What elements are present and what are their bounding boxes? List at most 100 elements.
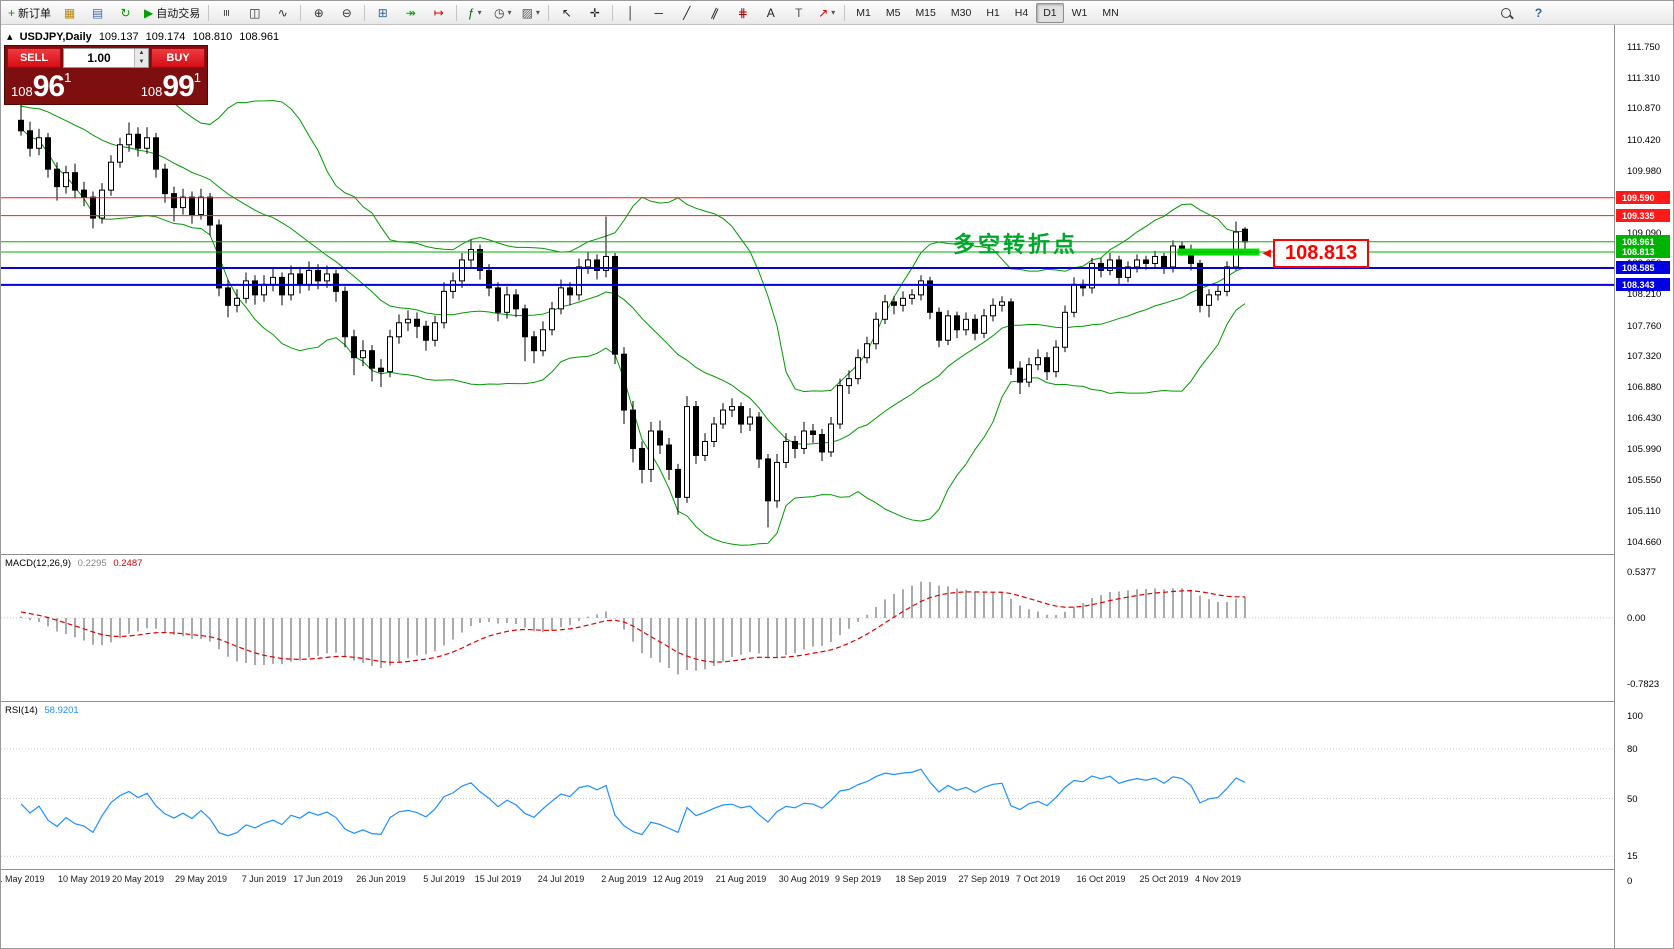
date-label: 7 Jun 2019 xyxy=(241,874,287,884)
price-callout-108813[interactable]: ◀ 108.813 xyxy=(1263,239,1370,268)
indicators-icon: ƒ xyxy=(467,5,475,20)
text-icon: A xyxy=(766,5,775,20)
text-label-icon: T xyxy=(795,5,803,20)
volume-value[interactable]: 1.00 xyxy=(87,51,111,65)
price-axis-label: 110.420 xyxy=(1627,134,1661,146)
cursor-button[interactable]: ↖ xyxy=(553,2,580,24)
rsi-panel-canvas[interactable] xyxy=(1,702,1614,869)
bar-chart-button[interactable]: ≡ xyxy=(213,2,240,24)
vertical-line-button[interactable]: │ xyxy=(617,2,644,24)
candlestick-button[interactable]: ◫ xyxy=(241,2,268,24)
timeframe-m15[interactable]: M15 xyxy=(915,6,936,19)
date-label: 27 Sep 2019 xyxy=(958,874,1010,884)
line-chart-button[interactable]: ∿ xyxy=(269,2,296,24)
chart-shift-button[interactable]: ↦ xyxy=(425,2,452,24)
horizontal-line-button[interactable]: ─ xyxy=(645,2,672,24)
turning-point-annotation[interactable]: 多空转折点 xyxy=(953,232,1079,257)
price-scale[interactable]: 111.750 111.310 110.870 110.420 109.980 109.5… xyxy=(1614,25,1673,948)
volume-down-button[interactable]: ▼ xyxy=(135,58,148,67)
crosshair-button[interactable]: ✛ xyxy=(581,2,608,24)
tile-windows-button[interactable]: ⊞ xyxy=(369,2,396,24)
timeframe-m5[interactable]: M5 xyxy=(885,6,901,19)
refresh-button[interactable]: ↻ xyxy=(112,2,139,24)
text-button[interactable]: A xyxy=(757,2,784,24)
timeframe-group: M1 M5 M15 M30 H1 H4 D1 W1 MN xyxy=(849,2,1125,23)
buy-button[interactable]: BUY xyxy=(151,48,205,68)
candlestick-icon: ◫ xyxy=(249,5,261,20)
rsi-axis-label: 50 xyxy=(1627,793,1638,805)
expand-triangle-icon[interactable]: ▴ xyxy=(7,31,13,43)
timeframe-h4[interactable]: H4 xyxy=(1014,6,1029,19)
periods-button[interactable]: ◷ ▾ xyxy=(489,2,516,24)
date-label: 18 Sep 2019 xyxy=(895,874,947,884)
trendline-button[interactable]: ╱ xyxy=(673,2,700,24)
new-order-button-label: 新订单 xyxy=(18,7,52,20)
new-order-button[interactable]: + 新订单 xyxy=(4,2,55,24)
symbol-period-label: USDJPY,Daily xyxy=(19,31,92,43)
macd-panel-canvas[interactable] xyxy=(1,555,1614,701)
timeframe-w1[interactable]: W1 xyxy=(1071,6,1088,19)
ask-pips: 99 xyxy=(162,70,194,103)
toolbar-separator xyxy=(456,4,458,21)
macd-signal-value: 0.2487 xyxy=(113,558,143,569)
bollinger-lower-band[interactable] xyxy=(20,128,1246,546)
price-axis-label: 111.750 xyxy=(1627,42,1660,53)
volume-up-button[interactable]: ▲ xyxy=(135,49,148,58)
fibonacci-icon: ⋕ xyxy=(737,5,748,20)
main-chart-canvas[interactable] xyxy=(1,25,1614,554)
panel-separator[interactable] xyxy=(1,701,1673,702)
help-button[interactable]: ? xyxy=(1525,2,1552,24)
macd-axis-label: 0.00 xyxy=(1627,613,1646,624)
sell-button[interactable]: SELL xyxy=(7,48,61,68)
macd-axis-label: -0.7823 xyxy=(1627,679,1660,691)
channel-button[interactable]: ∥ xyxy=(701,2,728,24)
date-axis[interactable]: 1 May 2019 10 May 2019 20 May 2019 29 May 2… xyxy=(1,870,1614,896)
toolbar-separator xyxy=(300,4,302,21)
dropdown-arrow-icon: ▾ xyxy=(507,8,512,17)
date-label: 21 Aug 2019 xyxy=(715,874,767,884)
ask-price: 108991 xyxy=(140,70,201,103)
text-label-button[interactable]: T xyxy=(785,2,812,24)
rsi-axis-label: 15 xyxy=(1627,851,1638,863)
toolbar: + 新订单 ▦ ▤ ↻ ▶ 自动交易 ≡ ◫ ∿ ⊕ ⊖ ⊞ ↠ ↦ ƒ ▾ ◷ ▾ ▨ ▾ ↖ ✛ │ ─ ╱ ∥ ⋕ A T ↗ ▾ M1 M… xyxy=(1,1,1673,25)
timeframe-h1[interactable]: H1 xyxy=(986,6,1000,19)
ask-big-figure: 108 xyxy=(140,84,163,99)
price-axis-label: 105.990 xyxy=(1627,444,1662,456)
ask-pipette: 1 xyxy=(193,70,201,85)
templates-button[interactable]: ▨ ▾ xyxy=(517,2,544,24)
timeframe-mn[interactable]: MN xyxy=(1102,6,1119,19)
arrows-button[interactable]: ↗ ▾ xyxy=(813,2,840,24)
callout-arrow-icon: ◀ xyxy=(1263,248,1271,259)
fibonacci-button[interactable]: ⋕ xyxy=(729,2,756,24)
search-button[interactable] xyxy=(1492,2,1519,24)
macd-main-value: 0.2295 xyxy=(77,558,107,569)
macd-axis-label: 0.5377 xyxy=(1627,567,1657,579)
indicators-button[interactable]: ƒ ▾ xyxy=(461,2,488,24)
arrow-icon: ↗ xyxy=(818,5,829,20)
profiles-button[interactable]: ▤ xyxy=(84,2,111,24)
ohlc-open: 109.137 xyxy=(98,31,139,43)
volume-field[interactable]: 1.00 ▲ ▼ xyxy=(63,48,149,68)
vertical-line-icon: │ xyxy=(627,5,635,20)
panel-separator[interactable] xyxy=(1,554,1673,555)
timeframe-m30[interactable]: M30 xyxy=(950,6,972,19)
auto-scroll-button[interactable]: ↠ xyxy=(397,2,424,24)
auto-trading-button[interactable]: ▶ 自动交易 xyxy=(140,2,204,24)
rsi-axis-label: 80 xyxy=(1627,744,1638,755)
price-axis-label: 110.870 xyxy=(1627,103,1661,115)
price-tag-108.961: 108.961 xyxy=(1616,234,1670,248)
panel-separator[interactable] xyxy=(1,869,1673,870)
timeframe-m1[interactable]: M1 xyxy=(856,6,871,19)
new-chart-button[interactable]: ▦ xyxy=(56,2,83,24)
date-label: 26 Jun 2019 xyxy=(356,874,406,884)
zoom-out-button[interactable]: ⊖ xyxy=(333,2,360,24)
ohlc-low: 108.810 xyxy=(192,31,233,43)
price-axis-label: 109.980 xyxy=(1627,165,1662,177)
template-icon: ▨ xyxy=(521,5,533,20)
zoom-in-button[interactable]: ⊕ xyxy=(305,2,332,24)
line-chart-icon: ∿ xyxy=(277,5,288,20)
bollinger-upper-band[interactable] xyxy=(20,56,1246,393)
bollinger-middle-band[interactable] xyxy=(20,105,1246,445)
timeframe-d1[interactable]: D1 xyxy=(1036,2,1064,23)
rsi-axis-label: 100 xyxy=(1627,711,1643,722)
